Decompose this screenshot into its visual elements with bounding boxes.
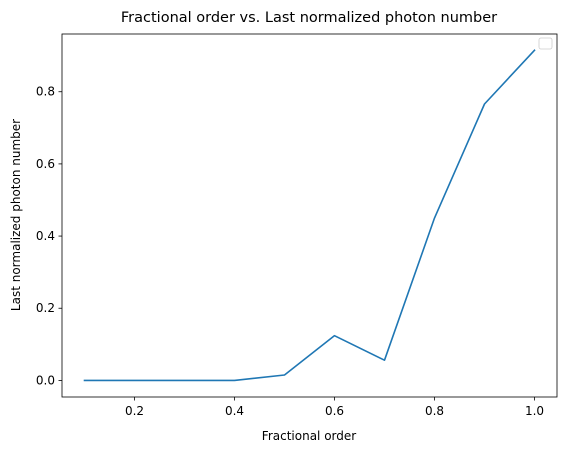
y-axis-ticks: 0.0 0.2 0.4 0.6 0.8	[36, 85, 62, 387]
y-axis-label: Last normalized photon number	[9, 119, 23, 311]
y-tick-label: 0.8	[36, 85, 55, 99]
x-tick-label: 0.8	[425, 404, 444, 418]
y-tick-label: 0.2	[36, 301, 55, 315]
x-tick-label: 0.4	[225, 404, 244, 418]
x-tick-label: 1.0	[525, 404, 544, 418]
x-axis-ticks: 0.2 0.4 0.6 0.8 1.0	[125, 397, 544, 418]
y-tick-label: 0.0	[36, 373, 55, 387]
plot-frame	[61, 33, 558, 398]
x-tick-label: 0.6	[325, 404, 344, 418]
plot-area	[62, 34, 557, 397]
y-tick-label: 0.4	[36, 229, 55, 243]
series-line	[83, 49, 536, 382]
legend-box	[538, 37, 553, 50]
x-tick-label: 0.2	[125, 404, 144, 418]
x-axis-label: Fractional order	[262, 429, 356, 443]
chart-title: Fractional order vs. Last normalized pho…	[121, 10, 497, 26]
series-layer	[83, 49, 536, 382]
y-tick-label: 0.6	[36, 157, 55, 171]
